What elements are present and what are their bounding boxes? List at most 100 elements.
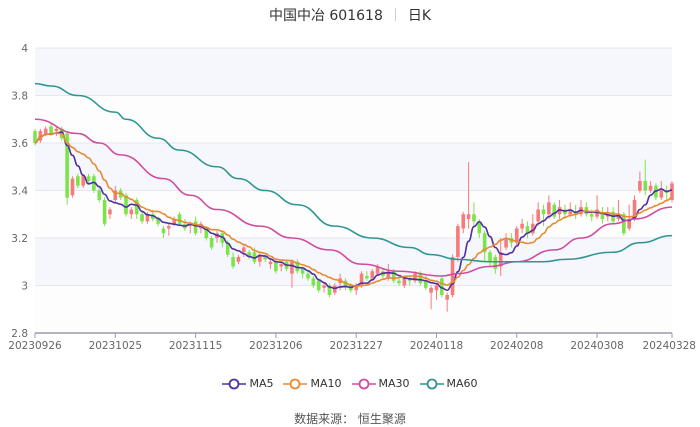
grid-band bbox=[35, 95, 672, 143]
candle-20231214 bbox=[306, 271, 310, 281]
candle-body bbox=[108, 209, 112, 215]
y-tick-label: 3.4 bbox=[11, 186, 28, 198]
candle-body bbox=[520, 223, 524, 229]
candle-body bbox=[488, 252, 492, 262]
candle-20231102 bbox=[145, 211, 150, 224]
candle-body bbox=[150, 214, 155, 219]
legend-marker-icon bbox=[351, 378, 376, 389]
legend: MA5 MA10 MA30 MA60 bbox=[0, 377, 700, 393]
candle-body bbox=[456, 226, 460, 257]
candle-20231031 bbox=[134, 197, 139, 219]
candle-20231018 bbox=[86, 173, 91, 184]
candle-body bbox=[370, 271, 375, 279]
candle-20240328 bbox=[670, 181, 674, 203]
candle-20231215 bbox=[311, 276, 316, 288]
candle-body bbox=[498, 252, 503, 267]
candle-20231124 bbox=[231, 252, 235, 269]
candle-20240223 bbox=[541, 204, 546, 227]
candle-body bbox=[220, 233, 225, 243]
candle-body bbox=[145, 214, 150, 222]
candle-20231128 bbox=[241, 245, 246, 257]
candle-body bbox=[643, 181, 648, 191]
candle-body bbox=[204, 228, 209, 238]
candle-20240124 bbox=[456, 223, 460, 262]
x-tick-label: 20240308 bbox=[570, 340, 623, 352]
candle-body bbox=[445, 295, 449, 300]
candle-20231108 bbox=[167, 223, 171, 236]
candle-20231024 bbox=[108, 207, 112, 219]
candle-body bbox=[65, 133, 69, 198]
candle-body bbox=[268, 261, 273, 265]
candle-body bbox=[258, 254, 262, 262]
candle-body bbox=[209, 238, 214, 248]
candle-20231013 bbox=[70, 176, 75, 198]
candle-body bbox=[76, 176, 80, 186]
candle-body bbox=[274, 261, 278, 272]
legend-item-ma10[interactable]: MA10 bbox=[283, 377, 342, 390]
candle-20231201 bbox=[258, 252, 262, 267]
candle-body bbox=[327, 285, 332, 295]
candle-body bbox=[391, 271, 396, 281]
candle-20240320 bbox=[638, 171, 642, 193]
candle-20231020 bbox=[97, 188, 102, 203]
candle-20240109 bbox=[397, 278, 401, 286]
stock-name: 中国中冶 601618 bbox=[268, 8, 383, 24]
series-line-ma30 bbox=[34, 118, 673, 277]
candle-20240119 bbox=[440, 276, 444, 298]
candle-body bbox=[402, 278, 407, 286]
legend-item-ma30[interactable]: MA30 bbox=[351, 377, 410, 390]
candle-body bbox=[290, 261, 294, 274]
candle-20231107 bbox=[161, 226, 166, 238]
candle-body bbox=[472, 214, 476, 222]
y-tick-label: 3.6 bbox=[11, 138, 28, 150]
x-tick-label: 20231206 bbox=[249, 340, 303, 352]
candle-body bbox=[177, 214, 182, 224]
legend-marker-icon bbox=[419, 378, 444, 389]
candle-20240326 bbox=[659, 181, 664, 200]
candlestick-chart: 2.8 3 3.2 3.4 3.6 3.8 4 20230926 20231025 2023111… bbox=[8, 43, 696, 352]
candle-20231030 bbox=[129, 207, 134, 219]
legend-label: MA60 bbox=[446, 377, 478, 390]
candle-20240102 bbox=[370, 268, 375, 281]
candle-body bbox=[86, 176, 91, 181]
candle-20240201 bbox=[488, 249, 492, 267]
candle-body bbox=[140, 214, 144, 222]
candle-body bbox=[622, 214, 626, 234]
candle-body bbox=[536, 209, 540, 222]
candle-body bbox=[241, 247, 246, 253]
candle-20231117 bbox=[204, 226, 209, 241]
candle-20240219 bbox=[520, 219, 524, 234]
candle-20231218 bbox=[316, 278, 321, 293]
candle-20240321 bbox=[643, 159, 648, 196]
series-line-ma60 bbox=[34, 82, 673, 263]
candle-20231023 bbox=[102, 197, 107, 227]
candle-body bbox=[541, 209, 546, 215]
candle-20231225 bbox=[343, 278, 348, 291]
candle-body bbox=[466, 214, 471, 219]
y-tick-label: 3.2 bbox=[11, 233, 28, 245]
candle-body bbox=[563, 209, 567, 215]
chart-title: 中国中冶 601618 日K bbox=[0, 5, 700, 25]
candle-20231205 bbox=[268, 259, 273, 269]
candle-20240220 bbox=[525, 221, 530, 238]
title-divider bbox=[394, 8, 396, 21]
candle-body bbox=[423, 280, 428, 288]
candle-20231212 bbox=[295, 259, 300, 274]
period-label: 日K bbox=[407, 8, 432, 24]
legend-item-ma60[interactable]: MA60 bbox=[419, 377, 478, 390]
candle-body bbox=[627, 219, 631, 229]
candle-body bbox=[316, 280, 321, 291]
grid-band bbox=[35, 285, 672, 333]
candle-20231016 bbox=[76, 173, 80, 189]
data-source: 数据来源： 恒生聚源 bbox=[294, 412, 406, 426]
candle-20231207 bbox=[279, 261, 284, 272]
candle-body bbox=[365, 276, 369, 279]
legend-item-ma5[interactable]: MA5 bbox=[222, 377, 273, 390]
candle-body bbox=[70, 178, 75, 196]
candle-body bbox=[461, 214, 466, 229]
candle-body bbox=[429, 287, 433, 293]
candle-body bbox=[354, 285, 358, 291]
candle-body bbox=[113, 190, 118, 200]
candle-body bbox=[375, 266, 380, 274]
candle-20240129 bbox=[472, 202, 476, 227]
